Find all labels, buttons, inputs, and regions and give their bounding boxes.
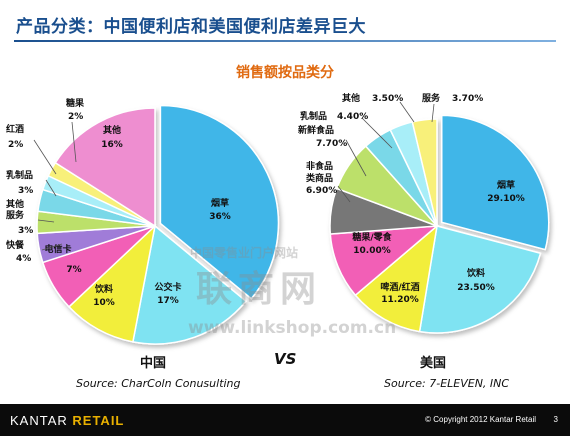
usa-value-7: 3.50% — [372, 94, 403, 104]
china-label-5-b: 服务 — [6, 209, 25, 221]
china-label-8: 糖果 — [66, 97, 85, 109]
usa-leader-7 — [399, 101, 415, 123]
usa-value-6: 4.40% — [337, 112, 368, 122]
vs-label: VS — [274, 350, 297, 368]
pie-usa — [329, 114, 550, 334]
brand-first: KANTAR — [10, 413, 68, 428]
usa-label-5: 新鲜食品 — [298, 124, 334, 136]
pie-charts: 烟草36%公交卡17%饮料10%电信卡7%快餐4%其他服务3%乳制品3%红酒2%… — [6, 92, 550, 345]
pie-china-slice-1 — [132, 224, 247, 345]
pie-china — [36, 104, 280, 345]
usa-value-3: 10.00% — [353, 246, 391, 256]
china-label-9: 其他 — [103, 124, 121, 136]
copyright-text: © Copyright 2012 Kantar Retail — [425, 415, 536, 424]
watermark-line1: 中国零售业门户网站 — [190, 246, 299, 260]
china-label-0: 烟草 — [211, 197, 229, 209]
country-label-china: 中国 — [140, 356, 167, 371]
pie-usa-slice-1 — [418, 225, 542, 334]
china-label-2: 饮料 — [94, 283, 113, 295]
china-value-2: 10% — [93, 298, 115, 308]
usa-label-6: 乳制品 — [300, 110, 327, 122]
pie-china-slice-9 — [54, 107, 156, 228]
china-label-1: 公交卡 — [154, 281, 181, 293]
watermark-line3: www.linkshop.com.cn — [188, 318, 397, 338]
pie-labels: 烟草36%公交卡17%饮料10%电信卡7%快餐4%其他服务3%乳制品3%红酒2%… — [6, 92, 525, 308]
footer-bar: KANTAR RETAIL © Copyright 2012 Kantar Re… — [0, 404, 570, 436]
china-leader-7 — [33, 139, 57, 175]
usa-label-4-a: 非食品 — [306, 160, 333, 172]
china-label-4: 快餐 — [6, 239, 25, 251]
usa-label-2: 啤酒/红酒 — [380, 281, 419, 293]
usa-leader-5 — [345, 139, 367, 177]
usa-value-2: 11.20% — [381, 295, 419, 305]
usa-value-4: 6.90% — [306, 186, 337, 196]
source-china: Source: CharColn Conusulting — [76, 377, 241, 390]
usa-leader-4 — [337, 185, 351, 203]
china-label-7: 红酒 — [6, 123, 24, 135]
chart-subtitle: 销售额按品类分 — [236, 65, 334, 81]
china-leader-5 — [37, 219, 55, 223]
china-value-6: 3% — [18, 186, 33, 196]
china-label-6: 乳制品 — [6, 169, 33, 181]
pie-usa-slice-0 — [441, 114, 550, 251]
china-value-8: 2% — [68, 112, 83, 122]
china-value-4: 4% — [16, 254, 31, 264]
china-value-0: 36% — [209, 212, 231, 222]
watermark-line2: 联商网 — [196, 269, 323, 310]
usa-leader-6 — [361, 117, 393, 149]
usa-leader-8 — [431, 103, 435, 123]
china-value-1: 17% — [157, 296, 179, 306]
page-title: 产品分类：中国便利店和美国便利店差异巨大 — [16, 17, 366, 37]
usa-label-8: 服务 — [422, 92, 441, 104]
usa-label-1: 饮料 — [466, 267, 485, 279]
kantar-retail-logo: KANTAR RETAIL — [10, 413, 124, 428]
source-usa: Source: 7-ELEVEN, INC — [384, 377, 510, 390]
china-leader-6 — [45, 179, 57, 197]
brand-second: RETAIL — [72, 413, 125, 428]
usa-label-0: 烟草 — [497, 179, 515, 191]
china-value-5: 3% — [18, 226, 33, 236]
usa-value-0: 29.10% — [487, 194, 525, 204]
usa-label-3: 糖果/零食 — [352, 231, 392, 243]
usa-value-1: 23.50% — [457, 283, 495, 293]
china-label-3: 电信卡 — [44, 243, 71, 255]
china-leader-8 — [71, 121, 77, 163]
usa-label-4-b: 类商品 — [306, 172, 333, 184]
pie-china-slice-2 — [67, 223, 157, 343]
country-label-usa: 美国 — [420, 356, 447, 371]
china-value-3: 7% — [66, 265, 81, 275]
page-number: 3 — [553, 415, 558, 424]
china-leader-4 — [41, 243, 63, 251]
usa-value-5: 7.70% — [316, 139, 347, 149]
usa-label-7: 其他 — [342, 92, 360, 104]
china-value-9: 16% — [101, 140, 123, 150]
china-label-5-a: 其他 — [6, 198, 24, 210]
china-value-7: 2% — [8, 140, 23, 150]
pie-usa-slice-2 — [354, 224, 439, 333]
pie-usa-slice-8 — [411, 118, 438, 227]
pie-china-slice-0 — [159, 104, 280, 300]
usa-value-8: 3.70% — [452, 94, 483, 104]
title-divider — [14, 40, 556, 42]
